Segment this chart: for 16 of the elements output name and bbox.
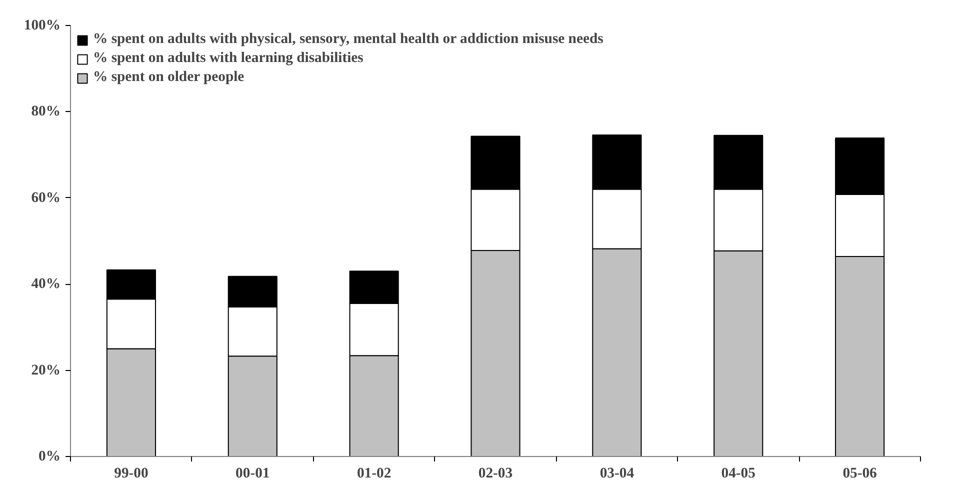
legend-label: % spent on adults with learning disabilities (93, 50, 364, 67)
x-tick-label: 03-04 (600, 466, 635, 482)
x-tick-label: 02-03 (478, 466, 513, 482)
y-tick-label: 60% (31, 190, 60, 206)
y-tick-label: 40% (31, 276, 60, 292)
y-tick-label: 80% (31, 104, 60, 120)
legend-label: % spent on older people (93, 69, 244, 86)
x-tick-label: 01-02 (356, 466, 392, 482)
x-tick-label: 05-06 (842, 466, 877, 482)
y-tick-label: 20% (31, 362, 60, 378)
y-tick-label: 100% (24, 18, 60, 34)
x-tick-label: 00-01 (236, 466, 270, 482)
legend-label: % spent on adults with physical, sensory, mental health or addiction misuse needs (93, 31, 604, 48)
y-tick-label: 0% (38, 448, 60, 464)
x-tick-label: 04-05 (721, 466, 756, 482)
x-tick-label: 99-00 (114, 466, 148, 482)
